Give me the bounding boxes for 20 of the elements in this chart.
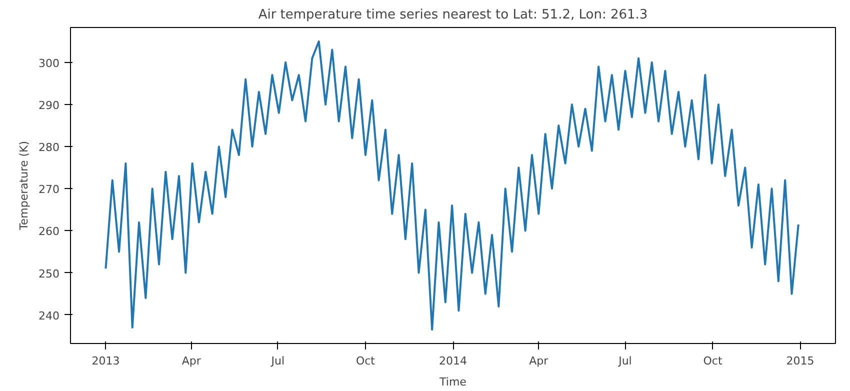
- y-tick-label: 240: [38, 309, 60, 322]
- y-tick-label: 290: [38, 99, 60, 112]
- x-axis-title: Time: [438, 376, 467, 388]
- x-tick-label: Oct: [356, 354, 376, 368]
- line-series: [104, 40, 800, 331]
- y-axis-title: Temperature (K): [18, 141, 31, 231]
- x-tick-label: Apr: [529, 354, 549, 368]
- x-tick-label: 2014: [439, 354, 468, 368]
- y-tick-label: 260: [38, 225, 60, 238]
- x-tick-label: Apr: [182, 354, 202, 368]
- chart-title: Air temperature time series nearest to Lat: 51.2, Lon: 261.3: [258, 8, 648, 22]
- x-tick-label: 2013: [92, 354, 120, 368]
- y-tick-label: 270: [38, 183, 60, 196]
- y-tick-label: 300: [38, 56, 60, 70]
- x-tick-label: Jul: [270, 354, 285, 368]
- x-tick-label: Oct: [703, 354, 723, 368]
- x-tick-label: Jul: [618, 354, 632, 368]
- x-tick-label: 2015: [786, 354, 814, 368]
- y-tick-label: 280: [38, 141, 60, 154]
- y-tick-label: 250: [38, 267, 60, 280]
